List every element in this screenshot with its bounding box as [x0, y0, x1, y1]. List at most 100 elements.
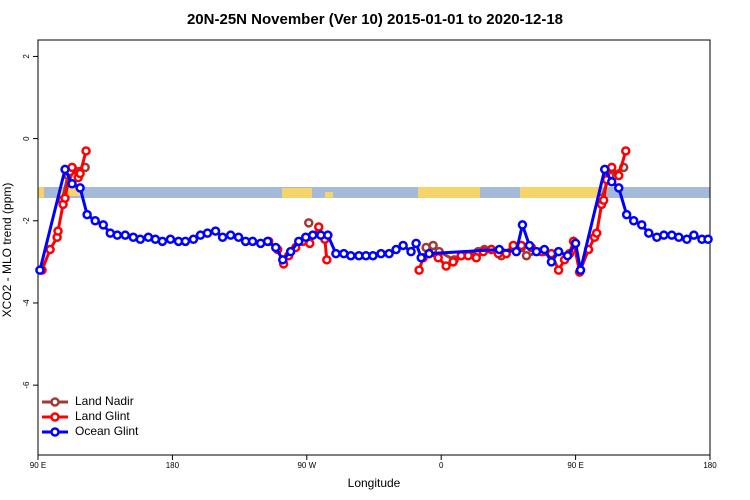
data-point — [562, 250, 573, 261]
x-tick-label: 180 — [166, 461, 180, 470]
data-point — [398, 240, 408, 251]
data-point — [210, 226, 221, 236]
data-point — [411, 238, 421, 249]
data-point — [67, 179, 77, 189]
data-point — [270, 242, 281, 253]
data-point — [323, 230, 333, 240]
data-point — [433, 253, 443, 263]
data-point — [82, 209, 92, 220]
data-point — [308, 230, 318, 240]
data-point — [90, 216, 100, 226]
legend-marker — [50, 427, 60, 437]
map-ocean — [38, 187, 710, 198]
data-point — [637, 220, 647, 230]
map-land — [418, 187, 480, 198]
data-point — [165, 234, 176, 245]
data-point — [98, 220, 109, 230]
data-point — [553, 246, 564, 257]
data-point — [293, 236, 304, 247]
data-point — [135, 234, 146, 245]
legend-label: Ocean Glint — [75, 424, 139, 438]
data-point — [553, 265, 564, 275]
data-point — [120, 230, 130, 240]
data-point — [322, 255, 332, 265]
data-point — [262, 236, 273, 247]
data-point — [233, 232, 244, 242]
y-axis-label: XCO2 - MLO trend (ppm) — [0, 183, 14, 318]
x-tick-label: 0 — [439, 461, 444, 470]
data-point — [384, 248, 394, 259]
data-point — [331, 248, 341, 259]
data-point — [75, 183, 85, 193]
data-point — [188, 234, 199, 245]
map-land — [282, 188, 312, 198]
data-point — [278, 255, 288, 265]
data-point — [45, 244, 55, 255]
data-point — [391, 244, 401, 255]
data-point — [406, 246, 416, 257]
data-point — [35, 265, 45, 275]
data-point — [424, 248, 434, 259]
data-point — [75, 168, 85, 179]
data-point — [368, 250, 378, 261]
y-tick-label: -4 — [22, 299, 31, 307]
x-tick-label: 90 W — [297, 461, 316, 470]
data-point — [591, 228, 602, 238]
x-tick-label: 180 — [703, 461, 717, 470]
data-point — [644, 228, 654, 238]
data-point — [570, 238, 581, 249]
data-point — [599, 164, 610, 175]
data-point — [628, 216, 639, 226]
data-point — [376, 248, 386, 259]
map-land — [38, 187, 44, 198]
data-point — [614, 170, 624, 181]
data-point — [225, 230, 236, 240]
data-point — [217, 232, 228, 242]
data-point — [531, 246, 542, 257]
data-point — [441, 261, 451, 271]
data-point — [112, 230, 123, 240]
data-point — [202, 228, 213, 238]
data-point — [81, 146, 91, 156]
plot-frame — [37, 39, 711, 456]
data-point — [471, 253, 482, 263]
legend-label: Land Nadir — [75, 394, 134, 408]
data-point — [614, 183, 624, 193]
data-point — [53, 226, 63, 236]
data-point — [180, 236, 191, 247]
chart-title: 20N-25N November (Ver 10) 2015-01-01 to … — [187, 11, 563, 28]
data-point — [463, 250, 473, 261]
legend-label: Land Glint — [75, 409, 130, 423]
data-point — [606, 177, 617, 187]
map-land — [60, 188, 82, 196]
data-point — [659, 230, 669, 240]
data-point — [703, 234, 713, 245]
data-point — [517, 220, 528, 230]
map-land — [325, 192, 333, 198]
x-tick-label: 90 E — [30, 461, 46, 470]
y-tick-label: 0 — [22, 136, 31, 141]
data-point — [521, 250, 532, 261]
map-strip — [38, 187, 710, 198]
data-point — [674, 232, 684, 242]
data-point — [60, 193, 70, 203]
data-point — [247, 236, 258, 247]
y-tick-label: -6 — [22, 381, 31, 389]
data-point — [621, 146, 631, 156]
map-land — [520, 187, 600, 198]
data-point — [313, 222, 324, 232]
data-point — [621, 209, 632, 220]
data-point — [682, 234, 692, 245]
x-tick-label: 90 E — [567, 461, 583, 470]
data-point — [60, 164, 70, 175]
data-point — [157, 236, 168, 247]
data-point — [598, 195, 609, 205]
legend-marker — [50, 412, 60, 422]
data-point — [416, 253, 426, 263]
data-point — [689, 230, 699, 240]
data-point — [414, 265, 424, 275]
data-point — [575, 265, 586, 275]
